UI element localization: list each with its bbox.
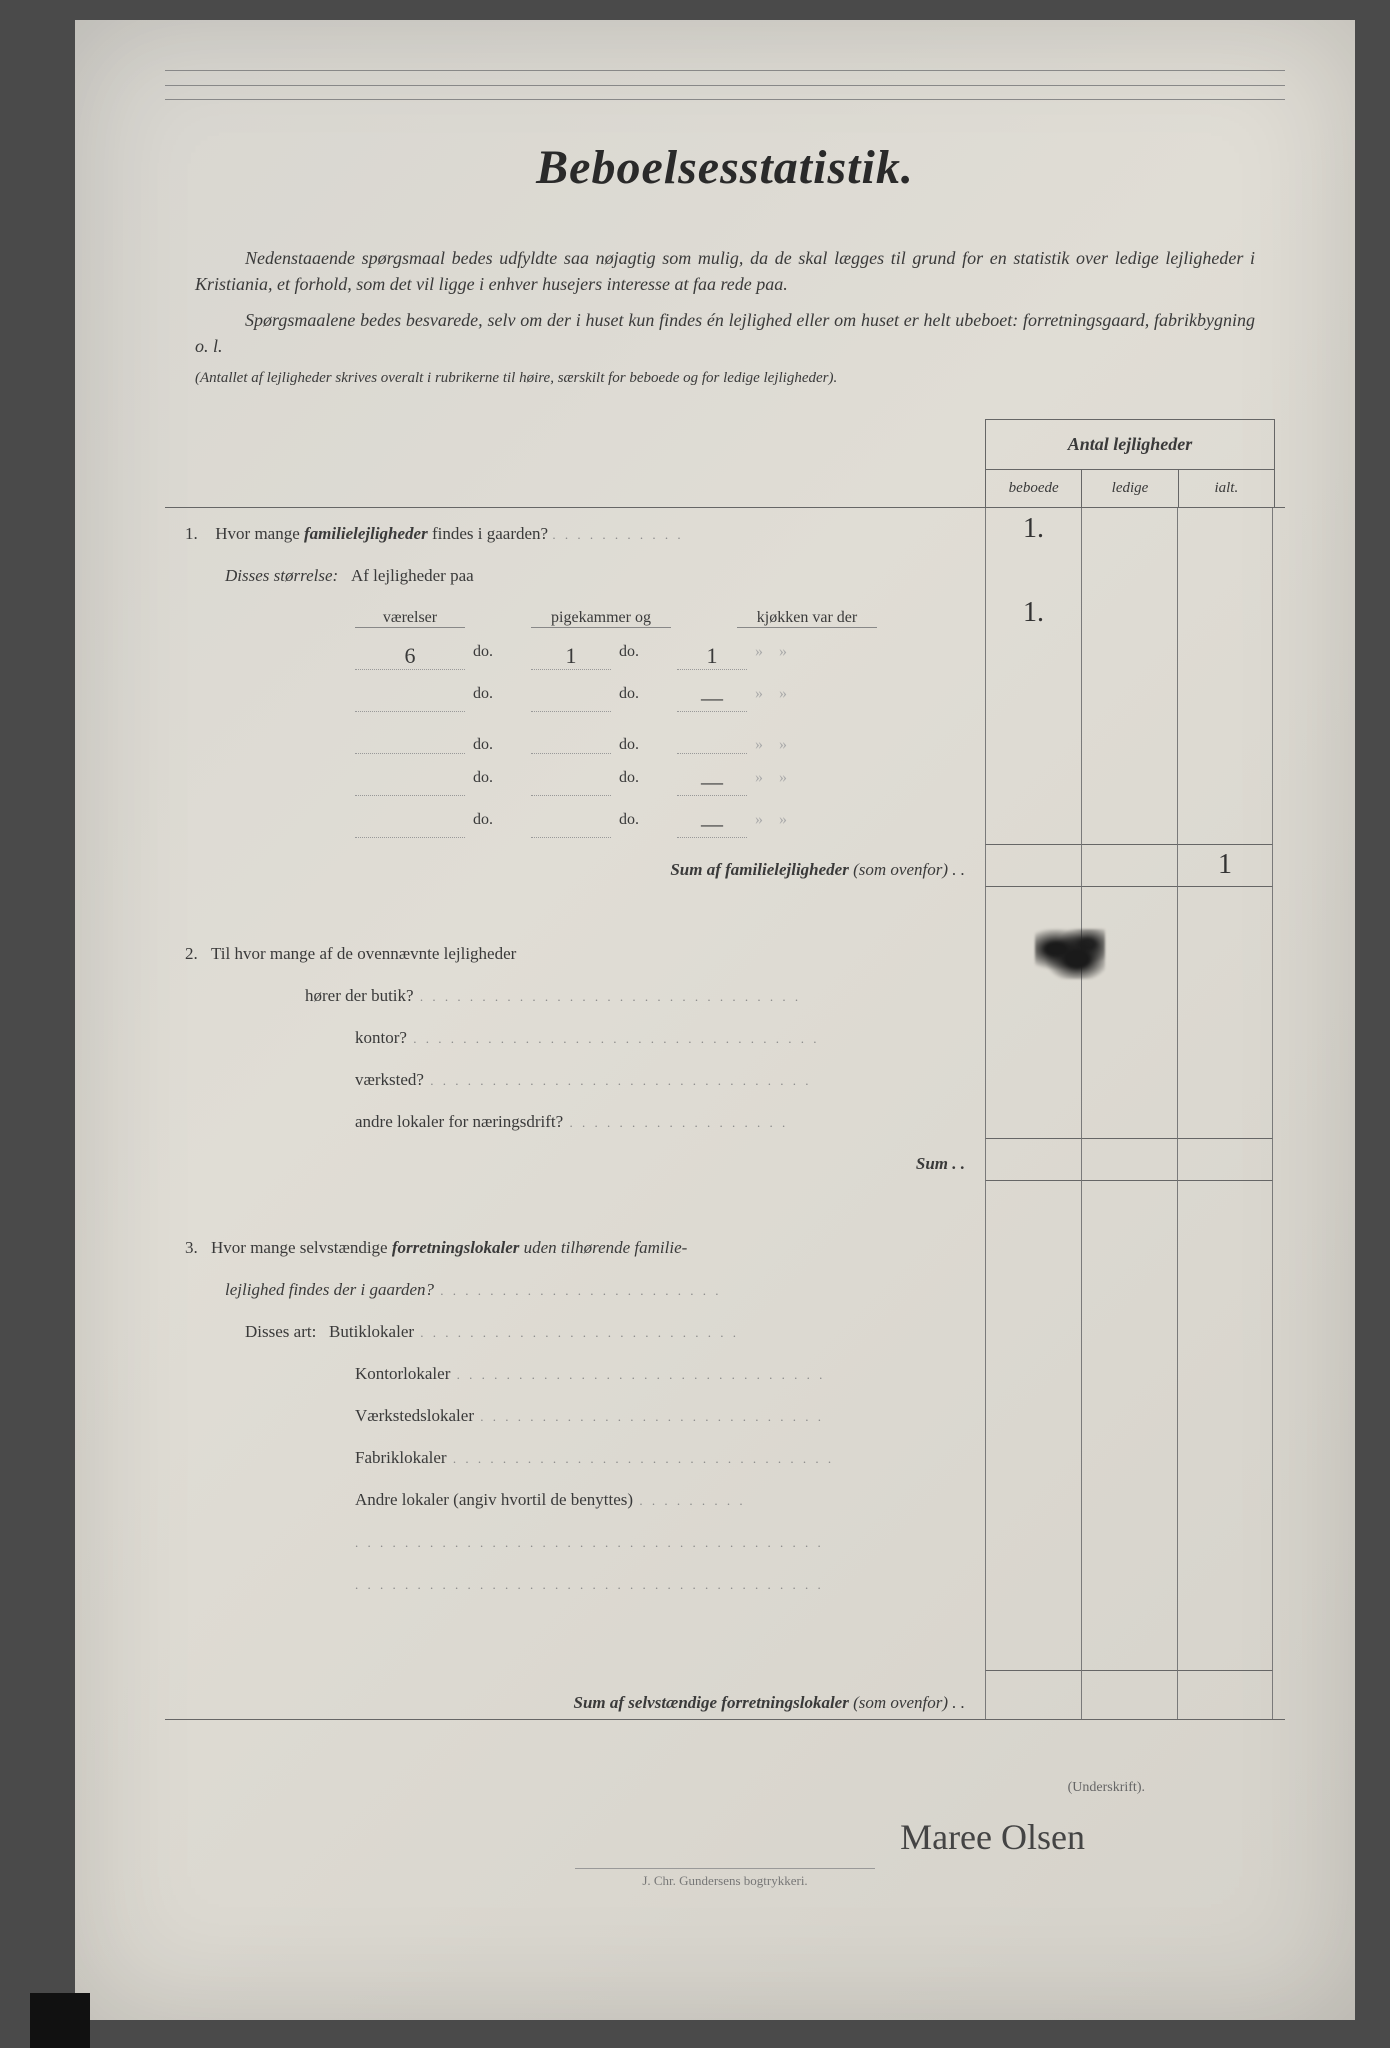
q1-a: Hvor mange xyxy=(215,524,304,543)
q1-val-ledige xyxy=(1081,508,1177,550)
hdr-val: 1. xyxy=(985,592,1081,634)
ink-blot xyxy=(1035,929,1105,979)
document-page: Beboelsesstatistik. Nedenstaaende spørgs… xyxy=(75,20,1355,2020)
q3-row-2: lejlighed findes der i gaarden? . . . . … xyxy=(165,1264,1285,1306)
q3-item-b: Kontorlokaler xyxy=(355,1364,450,1383)
q2-d: andre lokaler for næringsdrift? xyxy=(355,1112,563,1131)
q1-size-header: værelser do. pigekammer og do. kjøkken v… xyxy=(165,592,1285,634)
q3-blank-3 xyxy=(165,1600,1285,1670)
af-label: Af lejligheder paa xyxy=(351,566,474,585)
r0-pige: 1 xyxy=(531,643,611,670)
intro-paragraph-1: Nedenstaaende spørgsmaal bedes udfyldte … xyxy=(195,245,1255,297)
page-title: Beboelsesstatistik. xyxy=(165,140,1285,195)
intro-text-2: Spørgsmaalene bedes besvarede, selv om d… xyxy=(195,310,1255,356)
q2-b: kontor? xyxy=(355,1028,407,1047)
q3-d: lejlighed findes der i gaarden? xyxy=(225,1280,434,1299)
q2-row: 2.Til hvor mange af de ovennævnte lejlig… xyxy=(165,928,1285,970)
q2-text: Til hvor mange af de ovennævnte lejlighe… xyxy=(211,944,516,963)
size-row-4: do.do.—» » xyxy=(165,802,1285,844)
q2-butik: hører der butik? . . . . . . . . . . . .… xyxy=(165,970,1285,1012)
size-row-0: 6 do. 1 do. 1 » » xyxy=(165,634,1285,676)
col-ialt: ialt. xyxy=(1179,470,1274,507)
q3-fabrik: Fabriklokaler . . . . . . . . . . . . . … xyxy=(165,1432,1285,1474)
q1-val-ialt xyxy=(1177,508,1273,550)
q2-andre: andre lokaler for næringsdrift? . . . . … xyxy=(165,1096,1285,1138)
q1-sum-label: Sum af familielejligheder (som ovenfor) … xyxy=(165,852,985,886)
q1-val-beboede: 1. xyxy=(985,508,1081,550)
q3-sum: Sum af selvstændige forretningslokaler (… xyxy=(165,1670,1285,1720)
q1-sum-val: 1 xyxy=(1177,844,1273,886)
q1-label: 1. Hvor mange familielejligheder findes … xyxy=(165,516,985,550)
intro-note-text: (Antallet af lejligheder skrives overalt… xyxy=(195,370,837,386)
size-row-3: do.do.—» » xyxy=(165,760,1285,802)
printer-credit: J. Chr. Gundersens bogtrykkeri. xyxy=(575,1868,875,1889)
disses-label: Disses størrelse: xyxy=(225,566,338,585)
table-header: Antal lejligheder beboede ledige ialt. xyxy=(985,419,1275,507)
intro-paragraph-2: Spørgsmaalene bedes besvarede, selv om d… xyxy=(195,307,1255,359)
q2-sum-label: Sum . . xyxy=(916,1154,965,1173)
film-strip xyxy=(30,1993,90,2048)
q1-sum-row: Sum af familielejligheder (som ovenfor) … xyxy=(165,844,1285,886)
q2-sum: Sum . . xyxy=(165,1138,1285,1180)
intro-text-1: Nedenstaaende spørgsmaal bedes udfyldte … xyxy=(195,248,1255,294)
q3-b: forretningslokaler xyxy=(392,1238,520,1257)
q2-label: 2.Til hvor mange af de ovennævnte lejlig… xyxy=(165,936,985,970)
r0-do2: do. xyxy=(619,643,669,670)
q1-disses: Disses størrelse: Af lejligheder paa xyxy=(165,558,985,592)
q3-row-1: 3.Hvor mange selvstændige forretningslok… xyxy=(165,1222,1285,1264)
q3-blank-2: . . . . . . . . . . . . . . . . . . . . … xyxy=(165,1558,1285,1600)
header-columns: beboede ledige ialt. xyxy=(986,470,1274,507)
hdr-kjokken: kjøkken var der xyxy=(737,609,877,628)
col-ledige: ledige xyxy=(1082,470,1178,507)
q3-butik: Disses art: Butiklokaler . . . . . . . .… xyxy=(165,1306,1285,1348)
q2-c: værksted? xyxy=(355,1070,424,1089)
size-row-1: do.do.—» » xyxy=(165,676,1285,718)
q2-a: hører der butik? xyxy=(305,986,414,1005)
q1-sum-a: Sum af familielejligheder xyxy=(670,860,849,879)
q2-kontor: kontor? . . . . . . . . . . . . . . . . … xyxy=(165,1012,1285,1054)
q3-vaerk: Værkstedslokaler . . . . . . . . . . . .… xyxy=(165,1390,1285,1432)
gap-2 xyxy=(165,1180,1285,1222)
col-beboede: beboede xyxy=(986,470,1082,507)
q3-c: uden tilhørende familie- xyxy=(519,1238,687,1257)
intro-note: (Antallet af lejligheder skrives overalt… xyxy=(195,369,1255,389)
q3-item-a: Butiklokaler xyxy=(329,1322,414,1341)
top-rule-lines xyxy=(165,70,1285,100)
q3-disses: Disses art: xyxy=(245,1322,316,1341)
q1-row: 1. Hvor mange familielejligheder findes … xyxy=(165,508,1285,550)
table-body: 1. Hvor mange familielejligheder findes … xyxy=(165,507,1285,1720)
q3-item-d: Fabriklokaler xyxy=(355,1448,447,1467)
hdr-pigekammer: pigekammer og xyxy=(531,609,671,628)
r0-kjok: 1 xyxy=(677,643,747,670)
hdr-vaerelser: værelser xyxy=(355,609,465,628)
q3-kontor: Kontorlokaler . . . . . . . . . . . . . … xyxy=(165,1348,1285,1390)
q3-a: Hvor mange selvstændige xyxy=(211,1238,392,1257)
size-row-2: do.do.» » xyxy=(165,718,1285,760)
signature-area: (Underskrift). Maree Olsen xyxy=(165,1780,1285,1858)
r0-do1: do. xyxy=(473,643,523,670)
signature: Maree Olsen xyxy=(165,1816,1145,1858)
gap-1 xyxy=(165,886,1285,928)
q2-vaerksted: værksted? . . . . . . . . . . . . . . . … xyxy=(165,1054,1285,1096)
r0-vaer: 6 xyxy=(355,643,465,670)
q1-sum-b: (som ovenfor) . . xyxy=(849,860,965,879)
statistics-table: Antal lejligheder beboede ledige ialt. 1… xyxy=(165,419,1285,1720)
q3-blank-1: . . . . . . . . . . . . . . . . . . . . … xyxy=(165,1516,1285,1558)
q1-b: familielejligheder xyxy=(304,524,428,543)
q3-item-c: Værkstedslokaler xyxy=(355,1406,474,1425)
q3-sum-b: (som ovenfor) . . xyxy=(849,1693,965,1712)
header-title: Antal lejligheder xyxy=(986,420,1274,470)
q3-item-e: Andre lokaler (angiv hvortil de benyttes… xyxy=(355,1490,633,1509)
underskrift-label: (Underskrift). xyxy=(165,1780,1145,1796)
q1-c: findes i gaarden? xyxy=(428,524,548,543)
q1-disses-row: Disses størrelse: Af lejligheder paa xyxy=(165,550,1285,592)
q3-sum-a: Sum af selvstændige forretningslokaler xyxy=(574,1693,849,1712)
q3-andre: Andre lokaler (angiv hvortil de benyttes… xyxy=(165,1474,1285,1516)
